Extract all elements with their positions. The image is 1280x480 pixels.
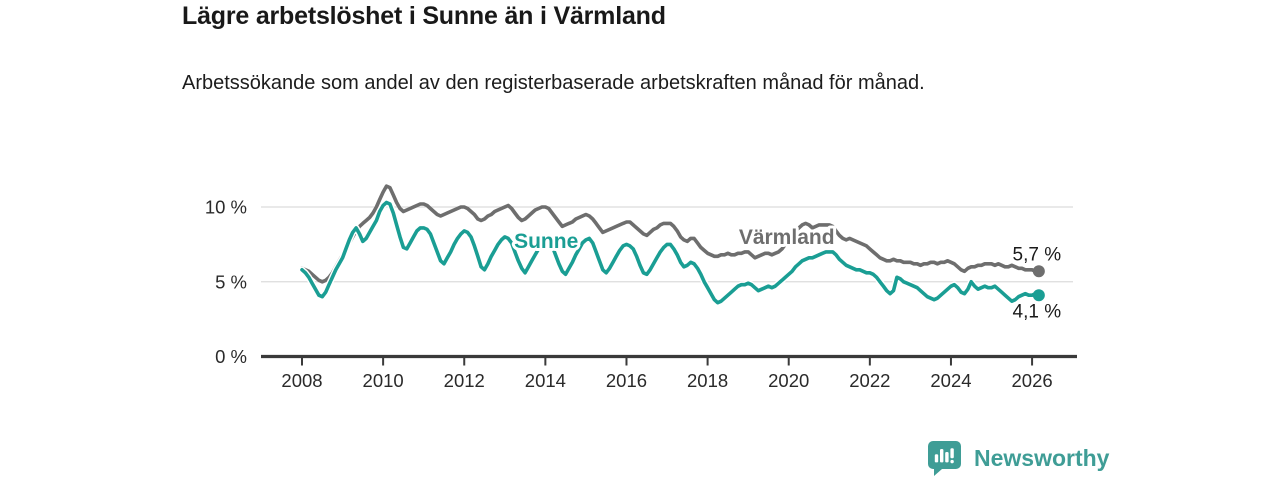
y-tick-label: 5 %: [215, 271, 247, 292]
sunne-line-casing: [298, 199, 1043, 306]
x-tick-label: 2010: [363, 370, 404, 391]
x-tick-label: 2018: [687, 370, 728, 391]
newsworthy-logo[interactable]: Newsworthy: [928, 441, 1109, 476]
chart-subtitle: Arbetssökande som andel av den registerb…: [182, 72, 925, 94]
newsworthy-bubble-chart-icon: [928, 441, 961, 476]
sunne-end-value-label: 4,1 %: [1013, 302, 1062, 323]
x-tick-label: 2008: [281, 370, 322, 391]
x-tick-label: 2012: [444, 370, 485, 391]
x-tick-label: 2020: [768, 370, 809, 391]
x-tick-label: 2022: [849, 370, 890, 391]
x-tick-label: 2026: [1012, 370, 1053, 391]
värmland-line: [300, 184, 1041, 284]
sunne-line: [300, 200, 1041, 305]
y-tick-label: 10 %: [205, 197, 247, 218]
x-tick-label: 2016: [606, 370, 647, 391]
värmland-end-dot: [1032, 265, 1045, 278]
y-tick-label: 0 %: [215, 346, 247, 367]
x-tick-label: 2014: [525, 370, 566, 391]
sunne-end-dot: [1032, 289, 1045, 302]
värmland-end-value-label: 5,7 %: [1013, 244, 1062, 265]
newsworthy-wordmark: Newsworthy: [974, 445, 1110, 471]
series-label-sunne: Sunne: [514, 230, 578, 253]
x-tick-label: 2024: [930, 370, 971, 391]
series-label-värmland: Värmland: [739, 226, 835, 249]
chart-title: Lägre arbetslöshet i Sunne än i Värmland: [182, 2, 666, 30]
